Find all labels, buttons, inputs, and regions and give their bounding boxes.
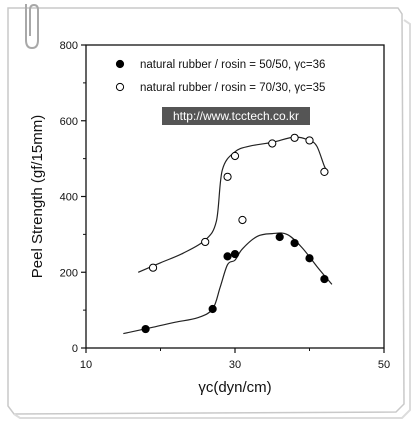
legend-marker [115, 59, 125, 69]
data-point [223, 172, 232, 181]
paperclip-icon [25, 3, 39, 50]
x-tick-label: 50 [378, 359, 390, 371]
data-point [275, 232, 284, 242]
data-point [141, 324, 150, 334]
paperclip-wire [25, 3, 39, 50]
data-point [230, 249, 240, 259]
series-1 [123, 232, 333, 335]
data-point [238, 215, 247, 225]
data-point [290, 238, 299, 248]
y-tick-label: 400 [60, 192, 78, 204]
data-point [268, 139, 277, 148]
legend-label: natural rubber / rosin = 70/30, γc=35 [140, 82, 325, 94]
series-curve [137, 136, 329, 273]
data-point [148, 263, 158, 272]
series-2 [137, 133, 329, 273]
legend-marker [115, 82, 125, 92]
data-point [305, 254, 314, 263]
legend-label: natural rubber / rosin = 50/50, γc=36 [140, 59, 325, 71]
data-point [208, 304, 217, 314]
x-tick-label: 30 [229, 359, 241, 371]
x-tick-label: 10 [80, 359, 92, 371]
y-tick-label: 600 [60, 116, 78, 128]
data-point [223, 252, 232, 261]
data-point [320, 274, 329, 284]
y-tick-label: 200 [60, 267, 78, 279]
page-shadow [13, 19, 411, 419]
data-point [305, 136, 314, 145]
y-tick-label: 0 [72, 343, 78, 355]
data-point [201, 237, 210, 247]
y-tick-label: 800 [60, 40, 78, 52]
y-axis-title: Peel Strength (gf/15mm) [29, 115, 46, 278]
x-axis-title: γc(dyn/cm) [198, 379, 271, 396]
data-point [290, 133, 299, 142]
data-point [230, 151, 240, 161]
watermark-url: http://www.tcctech.co.kr [162, 107, 310, 125]
data-point [320, 167, 329, 176]
